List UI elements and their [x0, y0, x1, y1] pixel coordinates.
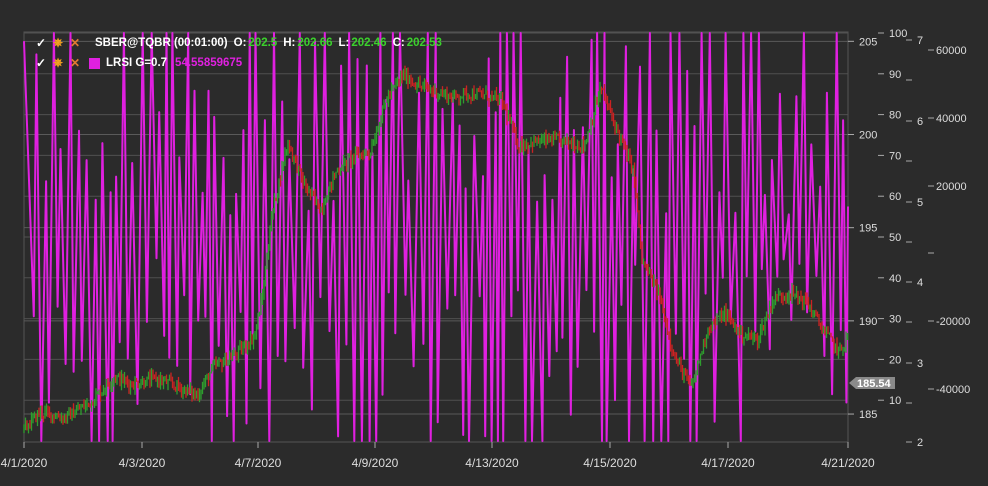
- close-icon[interactable]: ✕: [69, 56, 81, 70]
- price-tick-label: 185: [859, 409, 877, 421]
- legend-row-lrsi: ✓ ✵ ✕ LRSI G=0.7 54.55859675: [34, 53, 442, 73]
- last-price-marker: 185.54: [849, 377, 895, 390]
- instrument-symbol: SBER@TQBR (00:01:00): [95, 37, 228, 49]
- third-axis-tick-label: 4: [917, 277, 923, 289]
- low-value: 202.46: [351, 37, 387, 49]
- x-tick-label: 4/3/2020: [119, 456, 166, 470]
- x-tick-label: 4/9/2020: [352, 456, 399, 470]
- lrsi-tick-label: 100: [889, 28, 907, 40]
- third-axis-tick-label: 3: [917, 358, 923, 370]
- x-tick-label: 4/21/2020: [821, 456, 875, 470]
- price-tick-label: 195: [859, 223, 877, 235]
- high-label: H:: [283, 37, 296, 49]
- price-tick-label: 190: [859, 316, 877, 328]
- close-label: C:: [392, 37, 405, 49]
- last-price-label: 185.54: [857, 378, 892, 390]
- lrsi-tick-label: 40: [889, 273, 901, 285]
- lrsi-series: [23, 32, 849, 442]
- third-axis-tick-label: 5: [917, 197, 923, 209]
- lrsi-tick-label: 20: [889, 354, 901, 366]
- volume-tick-label: 40000: [936, 113, 967, 125]
- chart-legend: ✓ ✵ ✕ SBER@TQBR (00:01:00) O: 202.5 H: 2…: [34, 33, 442, 73]
- x-tick-label: 4/1/2020: [1, 456, 48, 470]
- lrsi-tick-label: 70: [889, 150, 901, 162]
- volume-tick-label: 20000: [936, 181, 967, 193]
- legend-row-price: ✓ ✵ ✕ SBER@TQBR (00:01:00) O: 202.5 H: 2…: [34, 33, 442, 53]
- lrsi-name: LRSI G=0.7: [106, 57, 168, 69]
- gear-icon[interactable]: ✵: [52, 36, 64, 50]
- price-series: [23, 65, 849, 434]
- x-tick-label: 4/13/2020: [465, 456, 519, 470]
- open-value: 202.5: [248, 37, 278, 49]
- lrsi-tick-label: 90: [889, 69, 901, 81]
- x-tick-label: 4/7/2020: [235, 456, 282, 470]
- check-icon[interactable]: ✓: [35, 56, 47, 70]
- volume-tick-label: -20000: [936, 316, 970, 328]
- lrsi-line: [23, 32, 849, 442]
- lrsi-tick-label: 10: [889, 395, 901, 407]
- axes: 205 200 195 190 185 100 90 80 70 60 50 40 30 20 10 7 6 5 4…: [848, 28, 970, 449]
- low-label: L:: [338, 37, 350, 49]
- last-price-badge: [849, 377, 895, 389]
- third-axis-tick-label: 7: [917, 35, 923, 47]
- lrsi-tick-label: 80: [889, 110, 901, 122]
- close-value: 202.53: [406, 37, 442, 49]
- lrsi-value: 54.55859675: [175, 57, 243, 69]
- lrsi-tick-label: 50: [889, 232, 901, 244]
- third-axis-tick-label: 6: [917, 116, 923, 128]
- lrsi-tick-label: 30: [889, 314, 901, 326]
- check-icon[interactable]: ✓: [35, 36, 47, 50]
- third-axis-tick-label: 2: [917, 437, 923, 449]
- open-label: O:: [233, 37, 247, 49]
- x-axis: 4/1/2020 4/3/2020 4/7/2020 4/9/2020 4/13/202…: [1, 442, 875, 470]
- x-tick-label: 4/17/2020: [701, 456, 755, 470]
- high-value: 202.66: [297, 37, 333, 49]
- lrsi-color-swatch: [89, 57, 100, 69]
- price-tick-label: 200: [859, 130, 877, 142]
- price-tick-label: 205: [859, 36, 877, 48]
- x-tick-label: 4/15/2020: [583, 456, 637, 470]
- lrsi-tick-label: 60: [889, 191, 901, 203]
- volume-tick-label: 60000: [936, 45, 967, 57]
- gear-icon[interactable]: ✵: [52, 56, 64, 70]
- close-icon[interactable]: ✕: [69, 36, 81, 50]
- volume-tick-label: -40000: [936, 384, 970, 396]
